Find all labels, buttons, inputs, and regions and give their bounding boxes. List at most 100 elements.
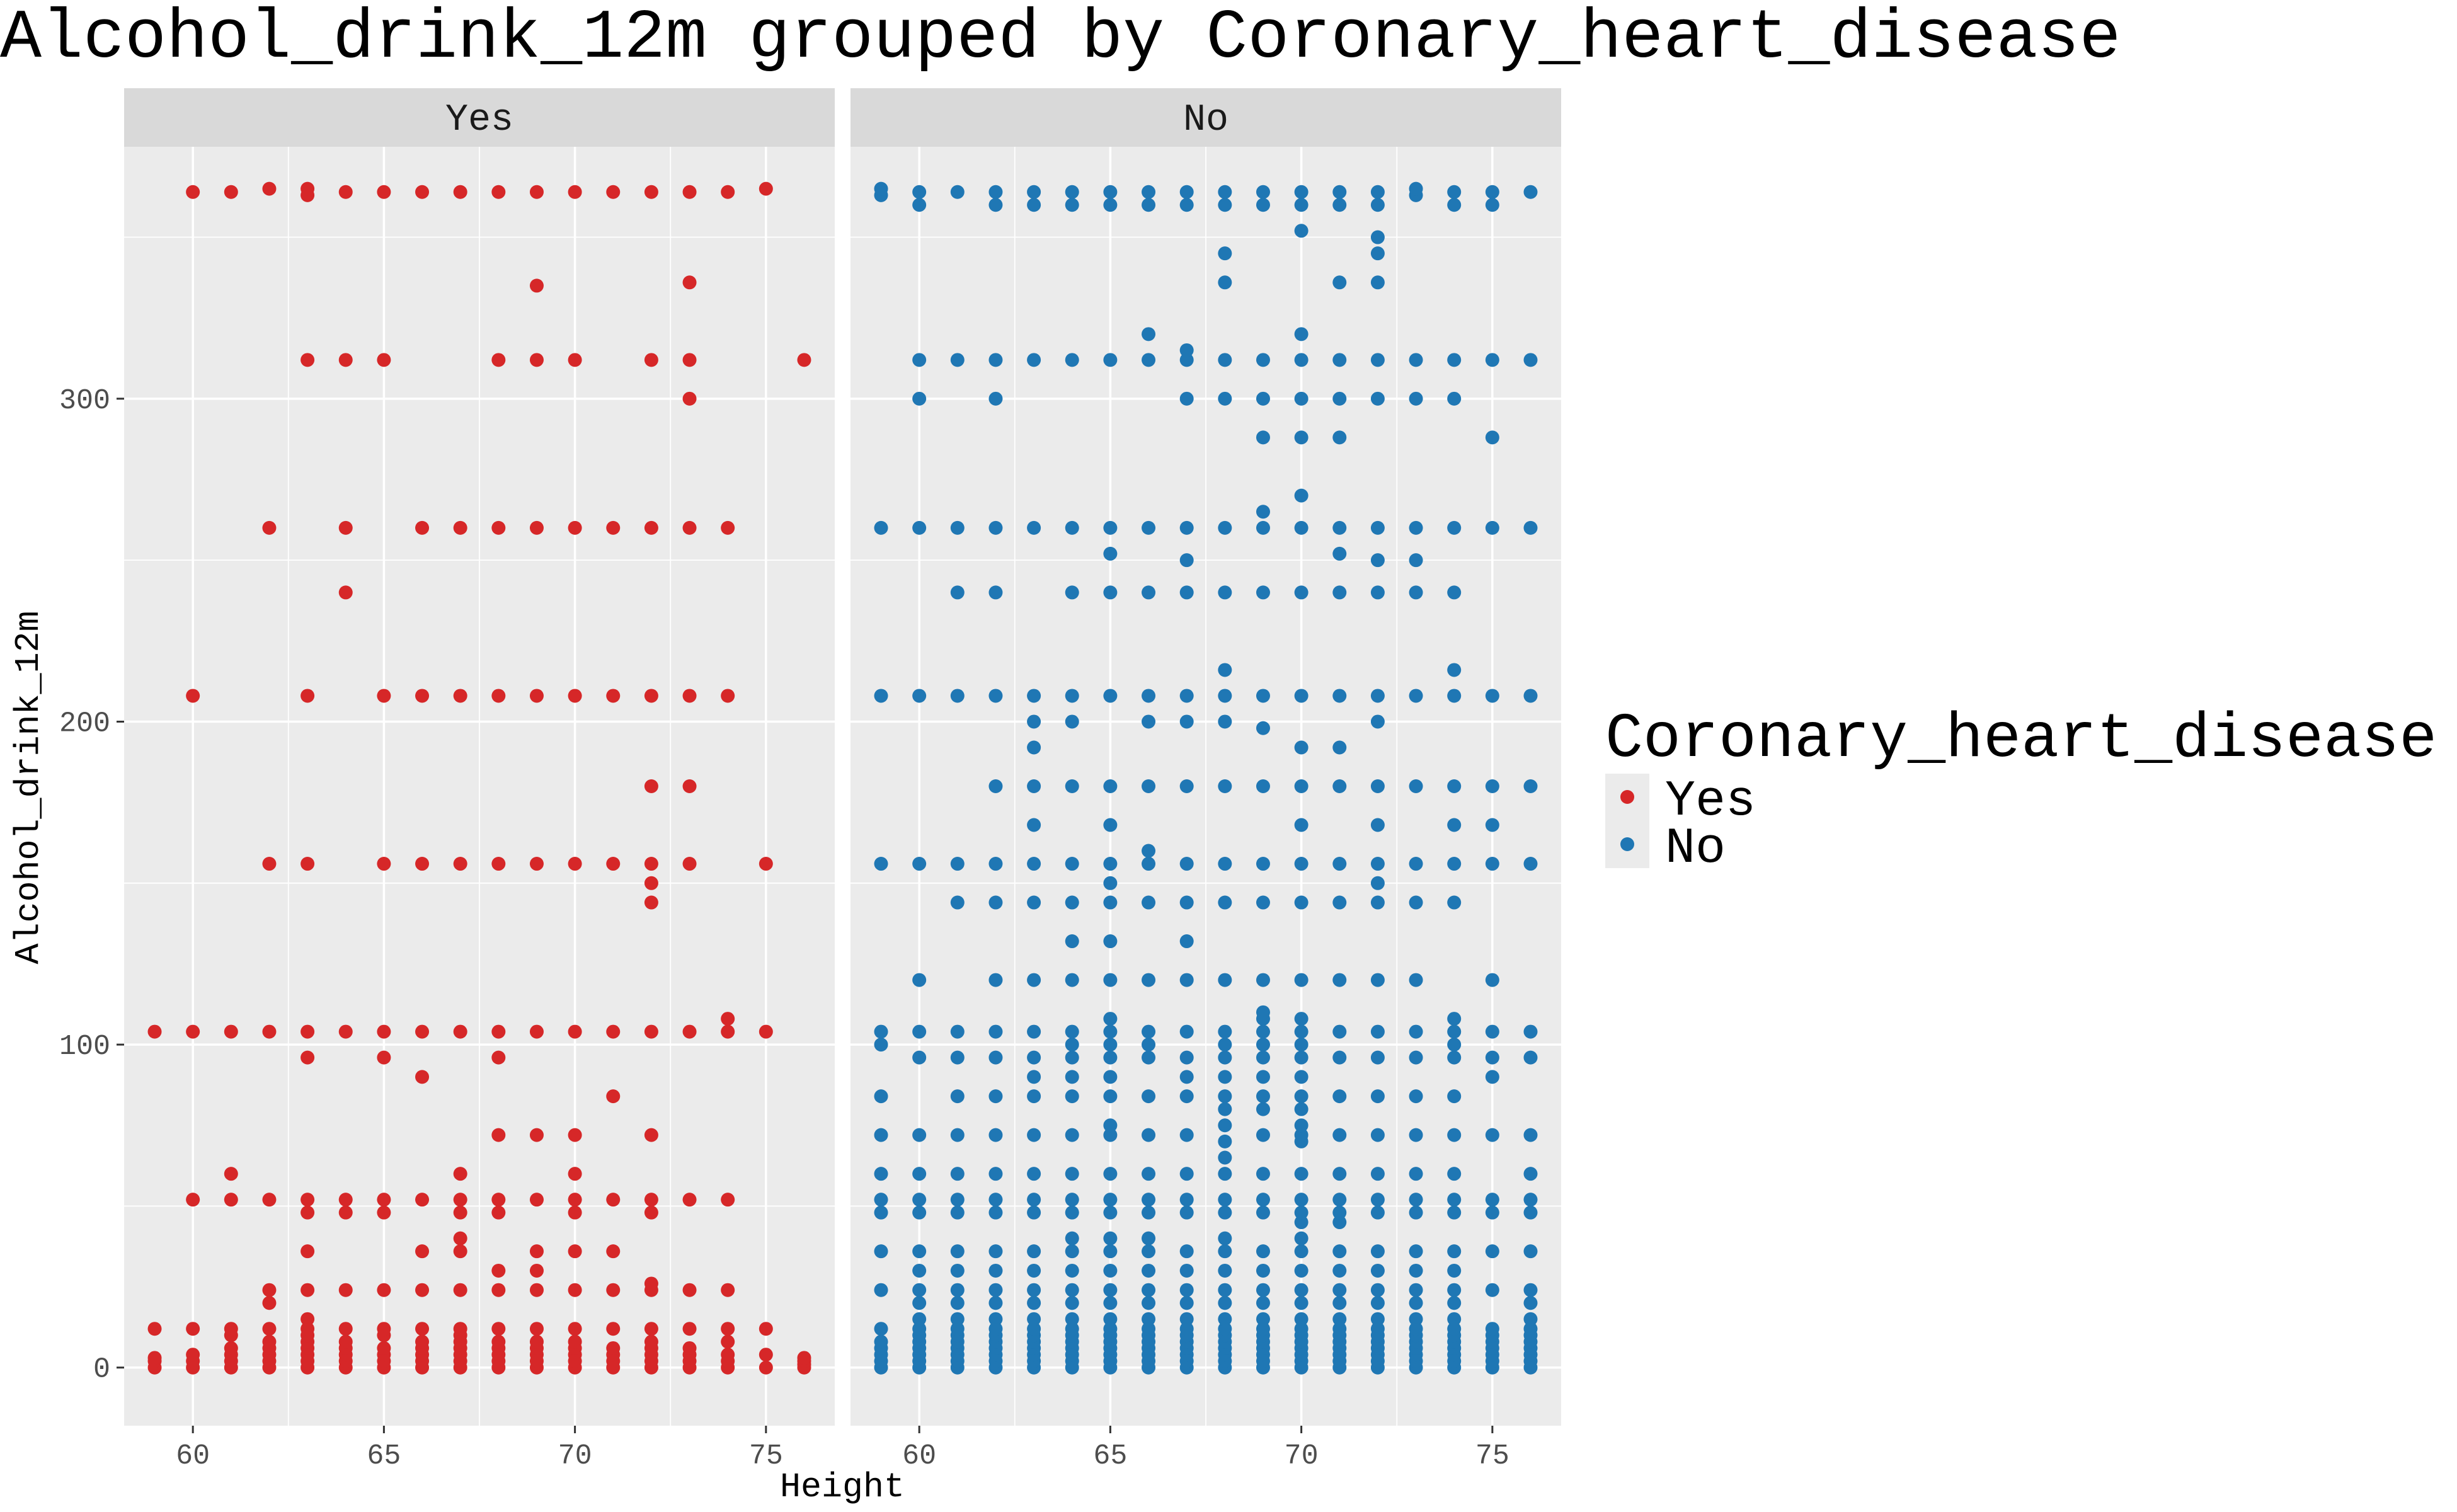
data-point xyxy=(262,857,277,871)
data-point xyxy=(1523,1205,1538,1220)
data-point xyxy=(1218,663,1232,677)
data-point xyxy=(377,1205,391,1220)
x-tick-label: 65 xyxy=(1093,1440,1127,1472)
data-point xyxy=(1370,198,1385,212)
data-point xyxy=(874,1244,888,1259)
data-point xyxy=(1142,585,1156,600)
x-tick-label: 70 xyxy=(558,1440,592,1472)
data-point xyxy=(1027,689,1041,703)
data-point xyxy=(568,353,582,367)
data-point xyxy=(1447,1193,1462,1207)
data-point xyxy=(606,1193,621,1207)
data-point xyxy=(1142,327,1156,341)
data-point xyxy=(568,1128,582,1142)
data-point xyxy=(1027,1024,1041,1039)
data-point xyxy=(1103,1283,1118,1297)
data-point xyxy=(453,1322,467,1336)
data-point xyxy=(1218,1134,1232,1148)
data-point xyxy=(1485,1128,1499,1142)
data-point xyxy=(682,1322,697,1336)
data-point xyxy=(721,1283,735,1297)
data-point xyxy=(1485,779,1499,793)
data-point xyxy=(1370,714,1385,729)
data-point xyxy=(1256,779,1270,793)
legend-key-yes xyxy=(1620,790,1634,804)
data-point xyxy=(721,185,735,199)
data-point xyxy=(1065,1312,1079,1326)
data-point xyxy=(682,857,697,871)
data-point xyxy=(1103,185,1118,199)
data-point xyxy=(988,779,1003,793)
data-point xyxy=(415,185,430,199)
data-point xyxy=(1179,391,1194,406)
data-point xyxy=(529,185,544,199)
data-point xyxy=(1370,1244,1385,1259)
data-point xyxy=(950,353,965,367)
data-point xyxy=(415,520,430,535)
data-point xyxy=(186,185,200,199)
data-point xyxy=(721,1334,735,1349)
data-point xyxy=(529,1244,544,1259)
data-point xyxy=(1142,1089,1156,1104)
data-point xyxy=(1294,1070,1309,1084)
data-point xyxy=(568,1193,582,1207)
data-point xyxy=(1294,1193,1309,1207)
data-point xyxy=(415,689,430,703)
data-point xyxy=(1332,689,1347,703)
data-point xyxy=(1218,1089,1232,1104)
data-point xyxy=(606,520,621,535)
data-point xyxy=(377,185,391,199)
data-point xyxy=(1142,1244,1156,1259)
data-point xyxy=(338,1283,353,1297)
data-point xyxy=(1065,585,1079,600)
data-point xyxy=(1370,230,1385,244)
data-point xyxy=(1332,1089,1347,1104)
data-point xyxy=(1256,1102,1270,1116)
data-point xyxy=(1027,740,1041,755)
data-point xyxy=(1294,1118,1309,1133)
data-point xyxy=(950,185,965,199)
data-point xyxy=(1447,1322,1462,1336)
data-point xyxy=(1065,1024,1079,1039)
data-point xyxy=(1370,857,1385,871)
data-point xyxy=(1218,1167,1232,1181)
data-point xyxy=(988,689,1003,703)
data-point xyxy=(1447,1296,1462,1310)
data-point xyxy=(950,1296,965,1310)
data-point xyxy=(912,689,927,703)
x-tick-label: 70 xyxy=(1285,1440,1319,1472)
data-point xyxy=(1256,585,1270,600)
data-point xyxy=(988,353,1003,367)
data-point xyxy=(1409,779,1423,793)
data-point xyxy=(1179,1167,1194,1181)
data-point xyxy=(529,1024,544,1039)
data-point xyxy=(950,1089,965,1104)
data-point xyxy=(912,1128,927,1142)
data-point xyxy=(491,1322,506,1336)
data-point xyxy=(1256,1024,1270,1039)
data-point xyxy=(1027,1296,1041,1310)
data-point xyxy=(1103,1089,1118,1104)
data-point xyxy=(1256,1193,1270,1207)
data-point xyxy=(568,185,582,199)
data-point xyxy=(874,181,888,196)
data-point xyxy=(262,1283,277,1297)
data-point xyxy=(1065,1231,1079,1246)
data-point xyxy=(491,857,506,871)
data-point xyxy=(988,1244,1003,1259)
data-point xyxy=(1447,1128,1462,1142)
y-tick-label: 0 xyxy=(93,1354,110,1386)
data-point xyxy=(644,1024,658,1039)
data-point xyxy=(988,1128,1003,1142)
data-point xyxy=(147,1351,162,1365)
data-point xyxy=(147,1024,162,1039)
data-point xyxy=(1027,1283,1041,1297)
data-point xyxy=(1332,1283,1347,1297)
data-point xyxy=(186,689,200,703)
data-point xyxy=(1027,973,1041,987)
data-point xyxy=(644,779,658,793)
data-point xyxy=(1447,1024,1462,1039)
data-point xyxy=(1065,689,1079,703)
data-point xyxy=(1179,1322,1194,1336)
data-point xyxy=(1332,1050,1347,1065)
